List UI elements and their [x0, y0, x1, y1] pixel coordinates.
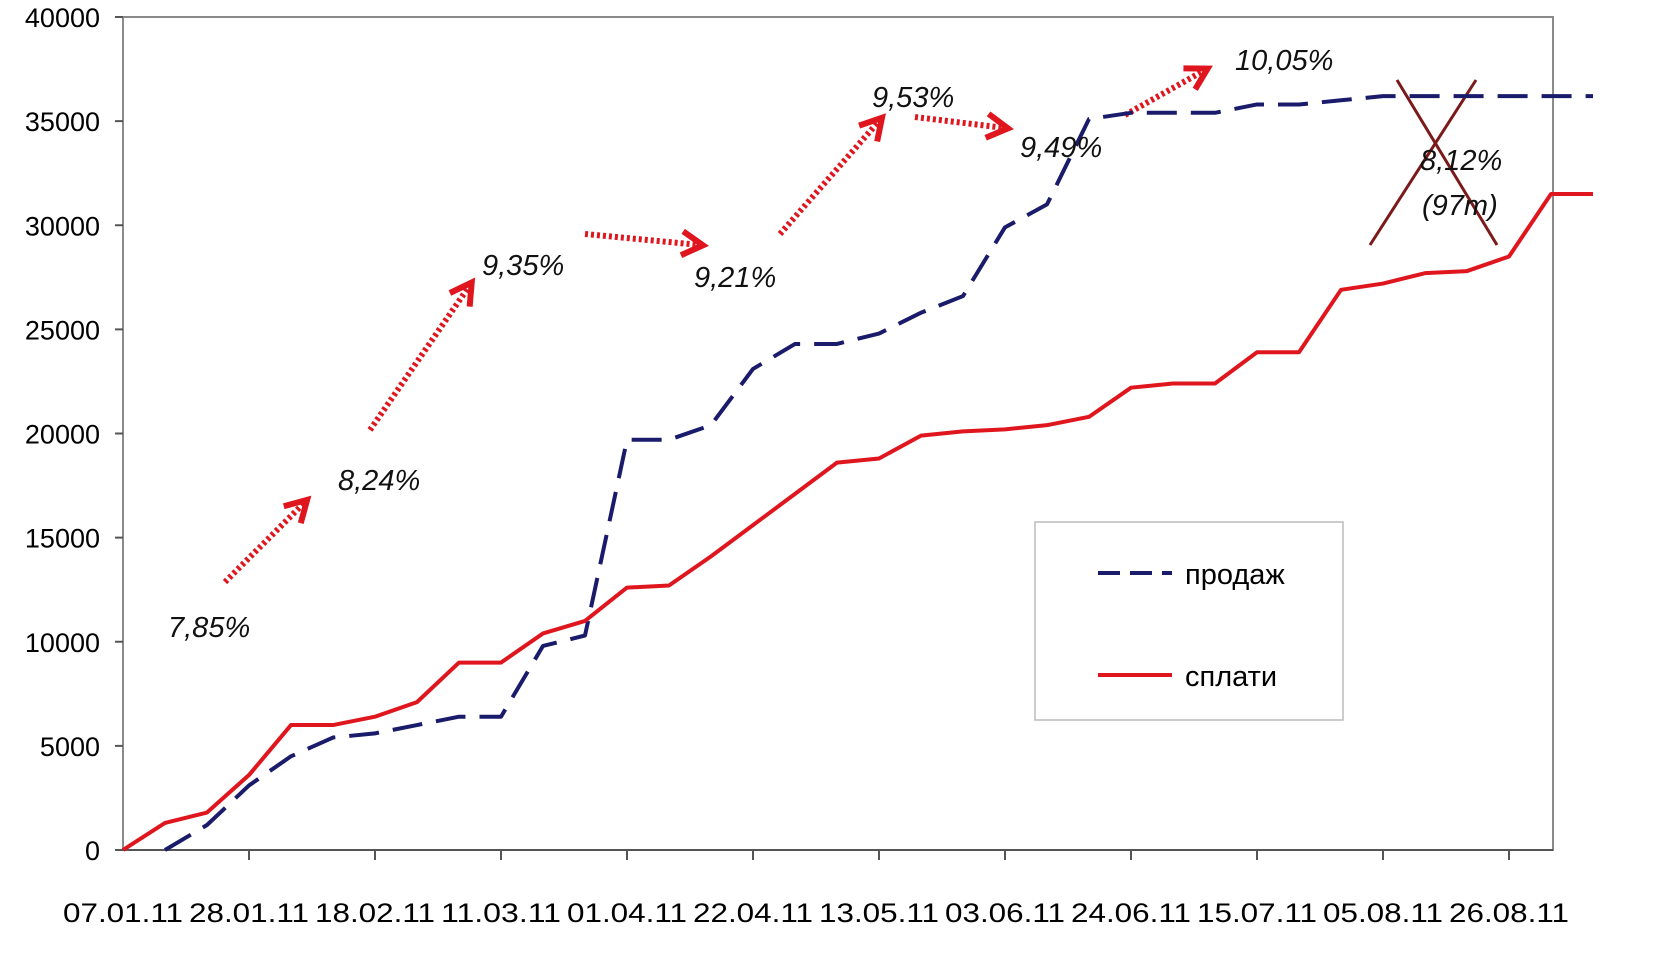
cross-mark — [1368, 79, 1499, 246]
legend-box — [1034, 521, 1344, 721]
y-tick-label: 40000 — [25, 3, 100, 33]
x-tick-label: 13.05.11 — [819, 898, 939, 928]
x-tick-label: 28.01.11 — [189, 898, 309, 928]
annotation: 9,49% — [1020, 132, 1102, 164]
x-tick-label: 15.07.11 — [1197, 898, 1317, 928]
annotation: 9,35% — [482, 250, 564, 282]
y-tick-label: 15000 — [25, 524, 100, 554]
y-tick-label: 30000 — [25, 211, 100, 241]
annotation-arrows — [222, 65, 1213, 585]
annotation: (97m) — [1422, 190, 1498, 222]
y-tick-label: 0 — [85, 836, 100, 866]
annotation: 8,24% — [338, 465, 420, 497]
x-tick-label: 18.02.11 — [315, 898, 435, 928]
y-tick-label: 20000 — [25, 420, 100, 450]
series-line — [163, 94, 1593, 852]
annotation: 7,85% — [168, 612, 250, 644]
y-tick-label: 10000 — [25, 628, 100, 658]
x-tick-label: 22.04.11 — [693, 898, 813, 928]
x-tick-label: 26.08.11 — [1449, 898, 1569, 928]
legend-label: сплати — [1185, 661, 1277, 693]
x-tick-label: 01.04.11 — [567, 898, 687, 928]
annotation: 10,05% — [1235, 45, 1333, 77]
x-tick-label: 07.01.11 — [63, 898, 183, 928]
x-tick-label: 24.06.11 — [1071, 898, 1191, 928]
annotation: 9,53% — [872, 82, 954, 114]
annotation: 9,21% — [694, 262, 776, 294]
x-tick-label: 03.06.11 — [945, 898, 1065, 928]
series-line — [121, 192, 1593, 852]
annotation: 8,12% — [1420, 145, 1502, 177]
y-tick-label: 25000 — [25, 315, 100, 345]
x-tick-label: 05.08.11 — [1323, 898, 1443, 928]
x-tick-label: 11.03.11 — [441, 898, 561, 928]
y-tick-label: 35000 — [25, 107, 100, 137]
legend-label: продаж — [1185, 559, 1285, 591]
y-tick-label: 5000 — [40, 732, 100, 762]
